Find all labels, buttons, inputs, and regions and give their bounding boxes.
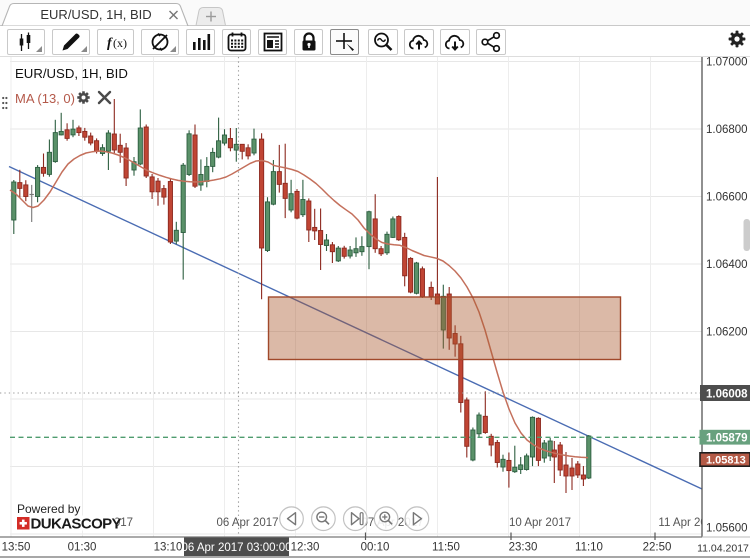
svg-text:(x): (x) [113,36,127,50]
svg-text:1.05879: 1.05879 [706,433,748,445]
svg-text:1.06400: 1.06400 [706,259,748,271]
svg-text:01:30: 01:30 [68,542,97,554]
svg-text:06 Apr 2017: 06 Apr 2017 [216,517,278,529]
svg-text:11.04.2017: 11.04.2017 [697,543,749,555]
svg-text:12:30: 12:30 [291,542,320,554]
svg-text:06 Apr 2017 03:00:00: 06 Apr 2017 03:00:00 [182,542,292,554]
svg-text:10 Apr 2017: 10 Apr 2017 [509,517,571,529]
svg-text:13:10: 13:10 [154,542,183,554]
svg-text:1.06200: 1.06200 [706,326,748,338]
svg-text:1.06600: 1.06600 [706,191,748,203]
svg-text:1.07000: 1.07000 [706,57,748,68]
svg-text:22:50: 22:50 [643,542,672,554]
svg-text:1.05813: 1.05813 [706,455,746,467]
svg-text:13:50: 13:50 [2,542,31,554]
svg-text:00:10: 00:10 [361,542,390,554]
svg-text:MA (13, 0): MA (13, 0) [15,91,75,106]
svg-text:1.05600: 1.05600 [706,522,748,534]
svg-text:EUR/USD, 1H, BID: EUR/USD, 1H, BID [15,66,128,81]
svg-text:f: f [107,36,113,51]
svg-text:EUR/USD, 1H, BID: EUR/USD, 1H, BID [40,7,151,22]
svg-text:1.06008: 1.06008 [706,388,748,400]
svg-text:DUKASCOPY: DUKASCOPY [31,516,122,533]
svg-text:Powered by: Powered by [17,502,80,516]
svg-text:23:30: 23:30 [509,542,538,554]
svg-text:11 Apr 2017: 11 Apr 2017 [658,517,719,529]
svg-text:1.06800: 1.06800 [706,124,748,136]
svg-text:11:10: 11:10 [575,542,603,554]
svg-text:11:50: 11:50 [432,542,460,554]
